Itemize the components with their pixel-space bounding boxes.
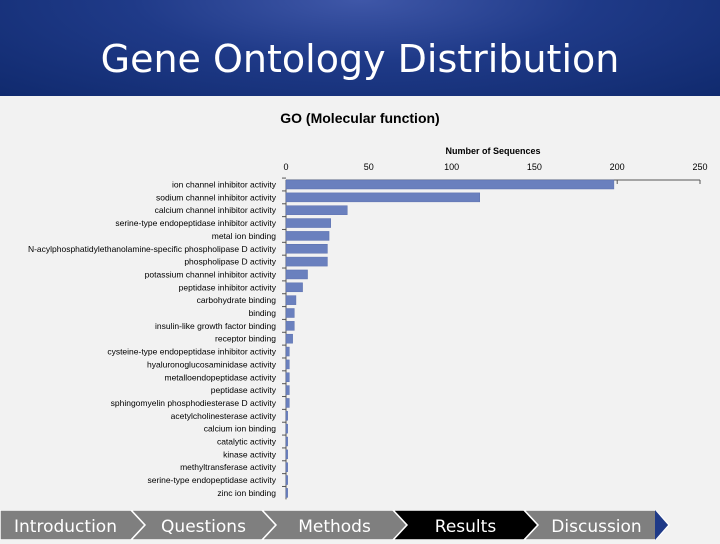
nav-segment-results[interactable]: [391, 510, 540, 540]
x-tick-label: 150: [527, 162, 542, 172]
chart-title: GO (Molecular function): [280, 110, 439, 126]
nav-item-introduction[interactable]: Introduction: [14, 517, 117, 537]
category-label: peptidase inhibitor activity: [179, 282, 277, 292]
category-label: calcium ion binding: [204, 424, 277, 434]
bar: [285, 179, 615, 190]
title-banner: Gene Ontology Distribution: [0, 0, 720, 96]
category-label: methyltransferase activity: [180, 462, 277, 472]
x-tick-label: 0: [283, 162, 288, 172]
bar: [285, 308, 295, 318]
category-label: sodium channel inhibitor activity: [156, 192, 277, 202]
bar: [285, 282, 303, 293]
category-label: kinase activity: [223, 449, 277, 459]
bar: [285, 436, 288, 447]
category-label: serine-type endopeptidase inhibitor acti…: [115, 218, 276, 228]
bar: [285, 218, 331, 228]
category-label: hyaluronoglucosaminidase activity: [147, 359, 277, 369]
category-label: zinc ion binding: [217, 488, 276, 498]
category-label: receptor binding: [215, 334, 276, 344]
bar: [285, 372, 290, 382]
category-label: catalytic activity: [217, 437, 277, 447]
bar: [285, 192, 481, 203]
category-label: cysteine-type endopeptidase inhibitor ac…: [107, 347, 276, 357]
category-label: metal ion binding: [212, 231, 277, 241]
nav-end-arrow: [655, 510, 668, 540]
nav-item-results[interactable]: Results: [434, 517, 497, 537]
category-label: insulin-like growth factor binding: [155, 321, 276, 331]
category-label: metalloendopeptidase activity: [164, 372, 276, 382]
nav-item-discussion[interactable]: Discussion: [551, 517, 642, 537]
category-label: peptidase activity: [211, 385, 277, 395]
category-label: ion channel inhibitor activity: [172, 180, 277, 190]
x-axis-label: Number of Sequences: [445, 146, 540, 156]
x-tick-label: 100: [444, 162, 459, 172]
x-tick-label: 50: [364, 162, 374, 172]
go-bar-chart: GO (Molecular function) Number of Sequenc…: [28, 110, 708, 500]
bar: [285, 244, 328, 254]
category-label: potassium channel inhibitor activity: [145, 269, 277, 279]
category-label: sphingomyelin phosphodiesterase D activi…: [111, 398, 277, 408]
category-label: serine-type endopeptidase activity: [147, 475, 276, 485]
bar: [285, 205, 348, 215]
bar: [285, 462, 288, 472]
x-tick-label: 250: [692, 162, 707, 172]
category-label: N-acylphosphatidylethanolamine-specific …: [28, 244, 277, 254]
nav-segment-methods[interactable]: [260, 510, 409, 540]
bar: [285, 346, 290, 357]
bar: [285, 333, 293, 344]
bar: [285, 449, 288, 460]
category-label: calcium channel inhibitor activity: [155, 205, 277, 215]
x-tick-label: 200: [610, 162, 625, 172]
category-label: carbohydrate binding: [197, 295, 277, 305]
bar: [285, 423, 288, 434]
nav-item-questions[interactable]: Questions: [161, 517, 246, 537]
bar: [285, 256, 328, 267]
bar: [285, 411, 288, 421]
bar: [285, 269, 308, 280]
nav-segment-questions[interactable]: [129, 510, 278, 540]
nav-segment-discussion[interactable]: [522, 510, 671, 540]
bar: [285, 359, 290, 370]
page-title: Gene Ontology Distribution: [100, 37, 620, 81]
nav-item-methods[interactable]: Methods: [298, 517, 371, 537]
category-label: binding: [249, 308, 277, 318]
category-label: phospholipase D activity: [184, 257, 276, 267]
bar: [285, 398, 290, 408]
bar: [285, 488, 288, 498]
category-label: acetylcholinesterase activity: [171, 411, 277, 421]
bar: [285, 475, 288, 485]
bar: [285, 231, 330, 241]
section-nav[interactable]: Introduction Questions Methods Results Discu…: [0, 510, 720, 540]
nav-chevrons: [0, 510, 671, 540]
bar: [285, 295, 297, 305]
bar: [285, 321, 295, 331]
bar: [285, 385, 290, 395]
